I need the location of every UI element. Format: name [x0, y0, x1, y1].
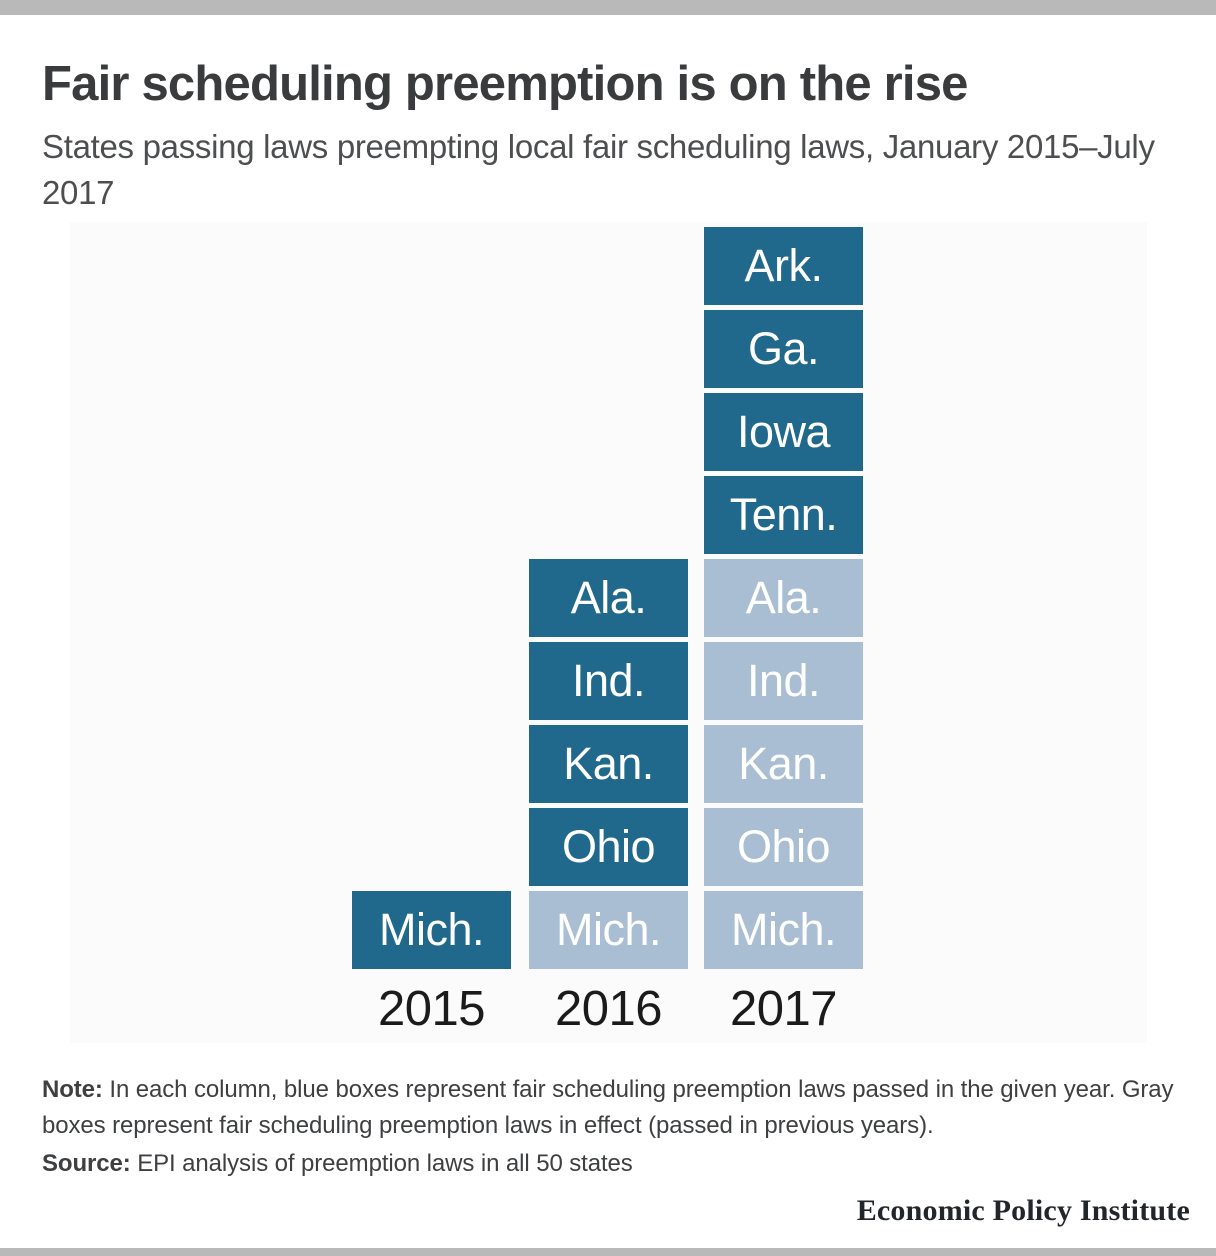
year-label-2017: 2017 — [729, 982, 838, 1036]
chart-plot-area: Mich. 2015 Ala. Ind. Kan. Ohio Mich. 2016 Ark. Ga… — [70, 222, 1147, 1043]
chart-title: Fair scheduling preemption is on the ris… — [42, 57, 968, 111]
state-box-ind: Ind. — [529, 642, 688, 720]
chart-source: Source: EPI analysis of preemption laws … — [42, 1146, 1194, 1182]
year-label-2015: 2015 — [377, 982, 486, 1036]
note-text: In each column, blue boxes represent fai… — [42, 1076, 1174, 1140]
state-box-mich: Mich. — [529, 891, 688, 969]
state-box-ohio: Ohio — [704, 808, 863, 886]
state-box-ga: Ga. — [704, 310, 863, 388]
chart-note: Note: In each column, blue boxes represe… — [42, 1072, 1194, 1145]
column-2017: Ark. Ga. Iowa Tenn. Ala. Ind. Kan. Ohio Mich. 201… — [704, 222, 863, 1043]
state-box-iowa: Iowa — [704, 393, 863, 471]
note-label: Note: — [42, 1076, 103, 1103]
column-2015: Mich. 2015 — [352, 222, 511, 1043]
column-2016: Ala. Ind. Kan. Ohio Mich. 2016 — [529, 222, 688, 1043]
source-text: EPI analysis of preemption laws in all 5… — [137, 1150, 633, 1177]
state-box-ala: Ala. — [704, 559, 863, 637]
bottom-border-bar — [0, 1248, 1216, 1256]
state-box-kan: Kan. — [529, 725, 688, 803]
state-box-mich: Mich. — [704, 891, 863, 969]
source-label: Source: — [42, 1150, 131, 1177]
state-box-mich: Mich. — [352, 891, 511, 969]
year-label-2016: 2016 — [554, 982, 663, 1036]
footer-brand: Economic Policy Institute — [856, 1194, 1190, 1227]
state-box-kan: Kan. — [704, 725, 863, 803]
top-border-bar — [0, 0, 1216, 15]
state-box-ind: Ind. — [704, 642, 863, 720]
state-box-tenn: Tenn. — [704, 476, 863, 554]
chart-subtitle: States passing laws preempting local fai… — [42, 127, 1155, 211]
chart-header: Fair scheduling preemption is on the ris… — [42, 56, 1182, 216]
state-box-ala: Ala. — [529, 559, 688, 637]
state-box-ohio: Ohio — [529, 808, 688, 886]
state-box-ark: Ark. — [704, 227, 863, 305]
